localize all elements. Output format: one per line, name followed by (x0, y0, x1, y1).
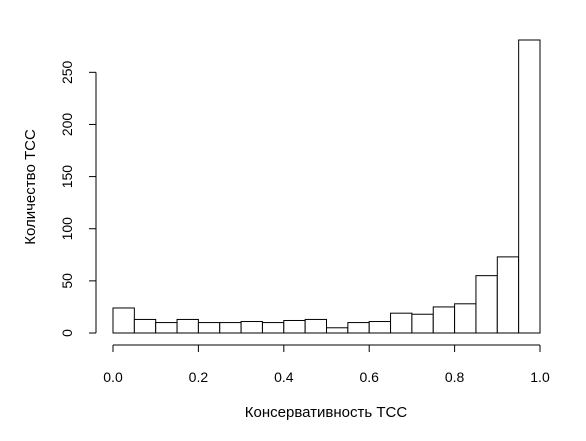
histogram-bar-9 (304, 318, 327, 334)
y-tick-label: 150 (59, 165, 75, 189)
histogram-bar-6 (240, 321, 263, 334)
x-tick-label: 0.0 (103, 369, 123, 385)
histogram-bar-7 (261, 322, 285, 334)
histogram-bar-8 (283, 319, 306, 334)
histogram-bar-16 (454, 303, 477, 334)
histogram-bar-14 (411, 313, 434, 334)
histogram-bar-4 (197, 322, 221, 334)
y-tick-label: 200 (59, 113, 75, 137)
histogram-bar-11 (347, 322, 370, 334)
histogram-bar-10 (326, 327, 349, 334)
histogram-bar-3 (176, 318, 199, 334)
y-tick-label: 250 (59, 60, 75, 84)
bars-group (112, 39, 541, 334)
x-tick-label: 1.0 (530, 369, 550, 385)
x-tick-label: 0.2 (189, 369, 209, 385)
y-tick-label: 100 (59, 217, 75, 241)
histogram-bar-13 (390, 312, 413, 334)
x-tick-label: 0.8 (445, 369, 465, 385)
histogram-bar-17 (475, 275, 498, 334)
histogram-bar-19 (518, 39, 541, 334)
x-axis: 0.0 0.2 0.4 0.6 0.8 1.0 (103, 344, 550, 385)
histogram-bar-18 (496, 256, 520, 334)
histogram-bar-0 (112, 307, 135, 334)
y-tick-label: 0 (59, 329, 75, 337)
histogram-bar-1 (133, 318, 157, 334)
x-tick-label: 0.4 (274, 369, 294, 385)
histogram-bar-12 (368, 321, 392, 334)
histogram-bar-15 (432, 306, 456, 334)
y-axis: 0 50 100 150 200 250 (59, 60, 97, 337)
histogram-bar-5 (219, 322, 242, 334)
y-tick-label: 50 (59, 273, 75, 289)
histogram-bar-2 (155, 322, 178, 334)
x-axis-title: Консервативность ТСС (245, 404, 408, 421)
y-axis-title: Количество ТСС (22, 129, 39, 245)
x-tick-label: 0.6 (359, 369, 379, 385)
